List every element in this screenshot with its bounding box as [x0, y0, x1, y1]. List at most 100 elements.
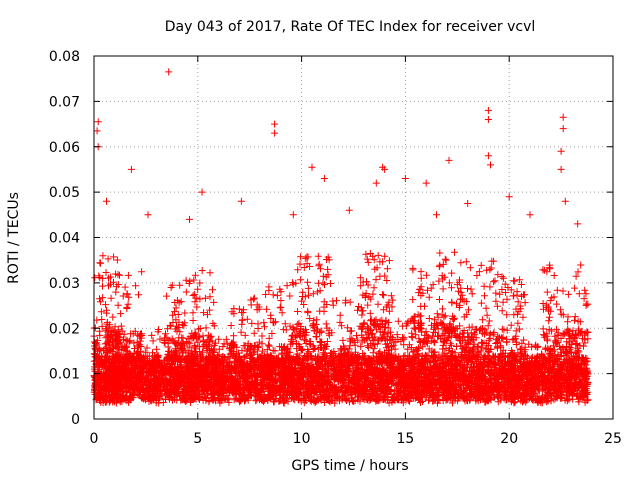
data-point	[177, 298, 185, 306]
data-point	[92, 388, 100, 396]
grid	[94, 56, 613, 419]
data-point	[125, 338, 133, 346]
data-point	[138, 330, 145, 338]
data-point	[110, 345, 118, 352]
data-point	[132, 356, 140, 364]
data-point	[121, 283, 129, 291]
data-point	[153, 345, 161, 353]
data-point	[99, 252, 107, 260]
data-point	[158, 362, 166, 370]
data-point	[95, 272, 103, 280]
data-point	[120, 356, 128, 364]
data-point	[96, 295, 103, 303]
data-point	[111, 359, 119, 366]
data-point	[102, 269, 110, 276]
data-point	[126, 337, 134, 345]
data-point	[174, 311, 182, 318]
data-point	[115, 354, 123, 362]
data-point	[169, 311, 177, 319]
data-point	[114, 301, 122, 309]
data-point	[98, 322, 106, 330]
data-point	[168, 349, 175, 357]
data-point	[110, 253, 118, 261]
data-point	[107, 294, 115, 302]
data-point	[126, 383, 133, 391]
data-point	[184, 338, 192, 346]
data-point	[175, 318, 183, 326]
data-point	[96, 346, 103, 354]
data-point	[117, 378, 125, 386]
data-point	[127, 360, 135, 368]
data-point	[104, 255, 112, 263]
data-point	[99, 294, 107, 302]
data-point	[151, 354, 159, 361]
data-point	[154, 328, 162, 336]
data-point	[105, 282, 112, 290]
data-point	[133, 350, 141, 358]
data-point	[126, 349, 134, 357]
data-point	[123, 305, 131, 312]
data-point	[167, 284, 175, 291]
data-point	[169, 319, 177, 326]
data-point	[101, 340, 109, 348]
data-point	[111, 323, 119, 331]
data-point	[171, 308, 178, 316]
data-point	[122, 336, 130, 344]
data-point	[117, 310, 125, 318]
data-point	[172, 304, 180, 312]
data-point	[149, 337, 157, 345]
data-point	[130, 339, 138, 347]
data-point	[118, 343, 126, 351]
data-point	[112, 270, 120, 278]
data-point	[163, 292, 171, 300]
data-point	[156, 335, 164, 343]
data-point	[108, 326, 116, 334]
data-point	[95, 385, 103, 393]
data-point	[97, 308, 105, 316]
data-point	[97, 259, 104, 267]
chart-title: Day 043 of 2017, Rate Of TEC Index for r…	[165, 19, 536, 35]
data-point	[102, 301, 110, 309]
data-point	[105, 341, 113, 349]
data-point	[119, 292, 127, 300]
data-point	[162, 330, 169, 338]
data-point	[132, 282, 140, 290]
data-point	[114, 326, 122, 334]
data-point	[109, 313, 117, 321]
data-point	[96, 331, 104, 339]
data-point	[103, 333, 111, 341]
data-point	[98, 316, 106, 323]
data-point	[161, 339, 169, 347]
data-point	[149, 349, 156, 357]
data-point	[102, 325, 110, 333]
data-point	[138, 268, 146, 276]
data-point	[103, 306, 111, 314]
data-point	[116, 271, 123, 279]
data-point	[178, 334, 186, 342]
data-point	[164, 325, 172, 333]
data-point	[123, 290, 131, 298]
data-point	[125, 353, 133, 361]
data-point	[114, 340, 121, 348]
data-point	[175, 357, 183, 365]
data-point	[138, 354, 146, 362]
data-point	[112, 288, 120, 296]
data-point	[112, 283, 120, 291]
data-point	[145, 359, 152, 367]
data-point	[103, 318, 111, 326]
data-point	[176, 281, 184, 289]
data-point	[154, 352, 162, 360]
data-point	[103, 363, 111, 371]
data-point	[141, 348, 149, 356]
data-point	[124, 300, 132, 308]
data-point	[99, 282, 106, 290]
data-point	[129, 330, 137, 338]
data-point	[133, 338, 141, 346]
data-point	[149, 358, 157, 366]
data-point	[125, 293, 133, 301]
data-point	[181, 309, 189, 317]
data-point	[148, 331, 156, 339]
data-point	[117, 322, 125, 330]
